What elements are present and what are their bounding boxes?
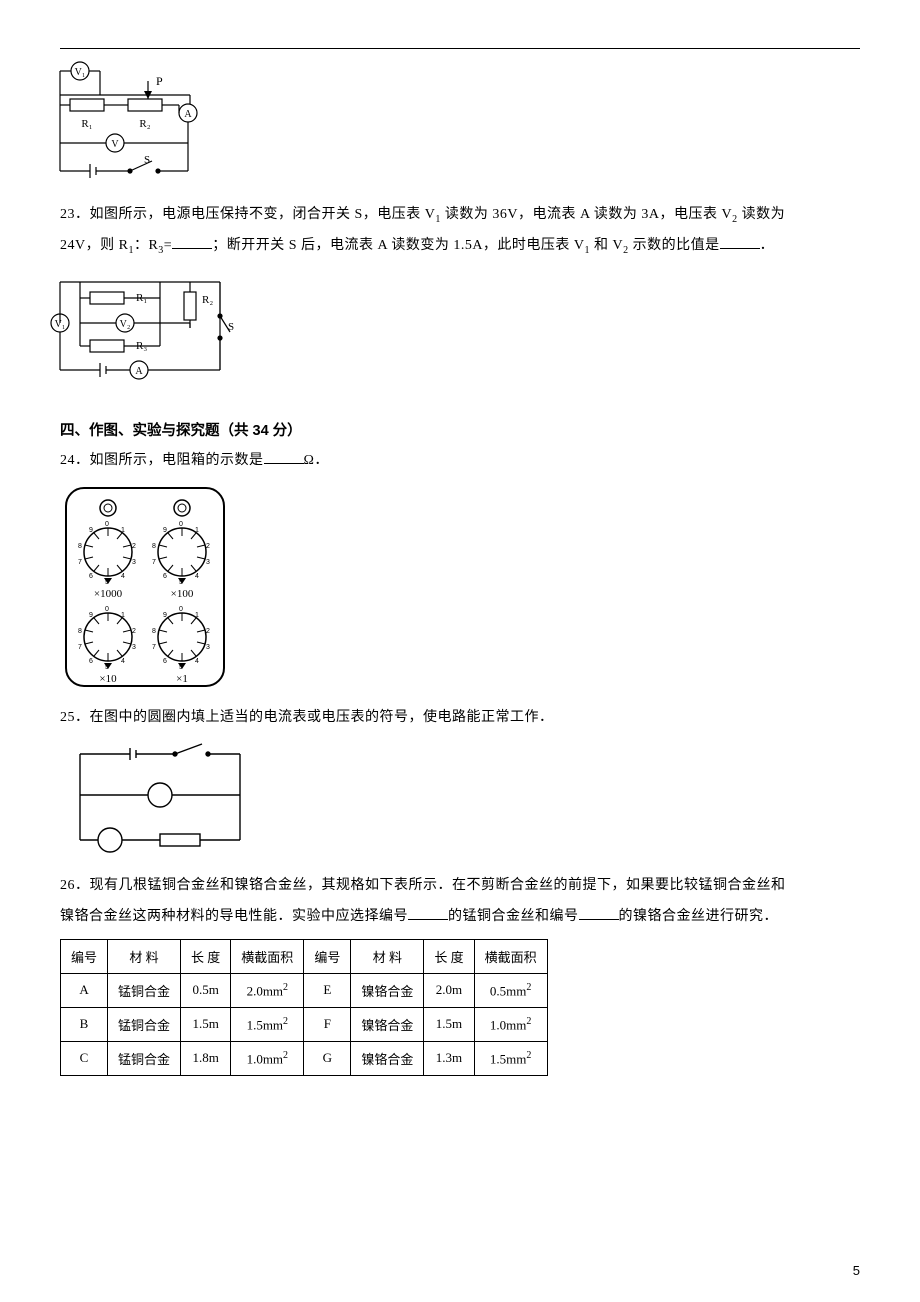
q23-blank1 — [172, 234, 212, 249]
top-rule — [60, 48, 860, 49]
table-row: B锰铜合金1.5m1.5mm2F镍铬合金1.5m1.0mm2 — [61, 1007, 548, 1041]
th-6: 长 度 — [424, 939, 474, 973]
q23-l2a: 24V，则 R — [60, 238, 128, 253]
q25-num: 25． — [60, 710, 90, 725]
q24-num: 24． — [60, 453, 90, 468]
q26-l2b: 的锰铜合金丝和编号 — [448, 909, 579, 924]
q26-l2a: 镍铬合金丝这两种材料的导电性能．实验中应选择编号 — [60, 909, 408, 924]
svg-text:V₁: V₁ — [55, 319, 66, 330]
q23-text: 23．如图所示，电源电压保持不变，闭合开关 S，电压表 V1 读数为 36V，电… — [60, 200, 860, 262]
circuit-22-figure: V₁ R₁ R₂ P — [30, 59, 860, 194]
th-3: 横截面积 — [231, 939, 304, 973]
q23-l2d: ；断开开关 S 后，电流表 A 读数变为 1.5A，此时电压表 V — [212, 238, 584, 253]
svg-text:R₁: R₁ — [81, 118, 92, 130]
table-row: A锰铜合金0.5m2.0mm2E镍铬合金2.0m0.5mm2 — [61, 973, 548, 1007]
table-cell: 1.0mm2 — [231, 1041, 304, 1075]
page-number: 5 — [853, 1263, 860, 1278]
q23-l1c: 读数为 — [738, 207, 786, 222]
q23-blank2 — [720, 234, 760, 249]
svg-text:V₂: V₂ — [120, 319, 131, 330]
table-cell: 1.3m — [424, 1041, 474, 1075]
svg-text:S: S — [228, 321, 234, 333]
q23-l1b: 读数为 36V，电流表 A 读数为 3A，电压表 V — [441, 207, 732, 222]
resistance-box-figure: 0123456789 ×1000 0123456789 ×100 0123456… — [60, 482, 860, 697]
table-cell: 镍铬合金 — [351, 1041, 424, 1075]
q26-num: 26． — [60, 878, 90, 893]
th-0: 编号 — [61, 939, 108, 973]
q23-l1a: 如图所示，电源电压保持不变，闭合开关 S，电压表 V — [90, 207, 436, 222]
svg-text:A: A — [135, 366, 143, 377]
q26-l2c: 的镍铬合金丝进行研究． — [619, 909, 779, 924]
q23-l2c: = — [164, 238, 172, 253]
table-cell: 锰铜合金 — [108, 973, 181, 1007]
table-cell: 0.5mm2 — [474, 973, 547, 1007]
table-cell: 0.5m — [181, 973, 231, 1007]
q23-num: 23． — [60, 207, 90, 222]
table-cell: F — [304, 1007, 351, 1041]
page: V₁ R₁ R₂ P — [0, 0, 920, 1302]
table-cell: 镍铬合金 — [351, 1007, 424, 1041]
table-cell: C — [61, 1041, 108, 1075]
table-cell: G — [304, 1041, 351, 1075]
spec-table-el: 编号 材 料 长 度 横截面积 编号 材 料 长 度 横截面积 A锰铜合金0.5… — [60, 939, 548, 1076]
q25-t: 在图中的圆圈内填上适当的电流表或电压表的符号，使电路能正常工作． — [90, 710, 554, 725]
q24-text: 24．如图所示，电阻箱的示数是 Ω． — [60, 446, 860, 477]
table-cell: A — [61, 973, 108, 1007]
q23-l2b: ：R — [134, 238, 158, 253]
mult-10: ×10 — [99, 673, 117, 685]
svg-text:V₁: V₁ — [75, 67, 86, 78]
circuit-23-figure: R₁ R₂ V₁ V₂ — [30, 268, 860, 393]
table-cell: B — [61, 1007, 108, 1041]
table-cell: 1.5m — [424, 1007, 474, 1041]
svg-text:V: V — [111, 139, 119, 150]
table-cell: E — [304, 973, 351, 1007]
th-5: 材 料 — [351, 939, 424, 973]
table-cell: 1.5mm2 — [231, 1007, 304, 1041]
q24-b: Ω． — [304, 453, 329, 468]
table-cell: 锰铜合金 — [108, 1007, 181, 1041]
q23-l2g: ． — [760, 238, 775, 253]
q26-blank2 — [579, 905, 619, 920]
mult-100: ×100 — [171, 588, 194, 600]
table-body: A锰铜合金0.5m2.0mm2E镍铬合金2.0m0.5mm2B锰铜合金1.5m1… — [61, 973, 548, 1075]
circuit-25-figure — [60, 740, 860, 865]
table-cell: 2.0m — [424, 973, 474, 1007]
svg-text:A: A — [184, 109, 192, 120]
table-cell: 1.5mm2 — [474, 1041, 547, 1075]
mult-1000: ×1000 — [94, 588, 123, 600]
svg-text:P: P — [156, 74, 163, 88]
q25-text: 25．在图中的圆圈内填上适当的电流表或电压表的符号，使电路能正常工作． — [60, 703, 860, 734]
q23-l2f: 示数的比值是 — [629, 238, 720, 253]
th-1: 材 料 — [108, 939, 181, 973]
th-2: 长 度 — [181, 939, 231, 973]
table-header-row: 编号 材 料 长 度 横截面积 编号 材 料 长 度 横截面积 — [61, 939, 548, 973]
table-cell: 1.8m — [181, 1041, 231, 1075]
table-cell: 1.0mm2 — [474, 1007, 547, 1041]
th-7: 横截面积 — [474, 939, 547, 973]
table-row: C锰铜合金1.8m1.0mm2G镍铬合金1.3m1.5mm2 — [61, 1041, 548, 1075]
q23-l2e: 和 V — [590, 238, 623, 253]
mult-1: ×1 — [176, 673, 188, 685]
svg-text:R₂: R₂ — [202, 294, 213, 306]
svg-text:S: S — [144, 154, 150, 166]
table-cell: 1.5m — [181, 1007, 231, 1041]
q26-l1: 现有几根锰铜合金丝和镍铬合金丝，其规格如下表所示．在不剪断合金丝的前提下，如果要… — [90, 878, 786, 893]
table-cell: 锰铜合金 — [108, 1041, 181, 1075]
q24-a: 如图所示，电阻箱的示数是 — [90, 453, 264, 468]
th-4: 编号 — [304, 939, 351, 973]
section-4-title: 四、作图、实验与探究题（共 34 分） — [60, 419, 860, 440]
spec-table: 编号 材 料 长 度 横截面积 编号 材 料 长 度 横截面积 A锰铜合金0.5… — [60, 939, 860, 1076]
svg-text:R₂: R₂ — [139, 118, 150, 130]
q24-blank — [264, 449, 304, 464]
q26-blank1 — [408, 905, 448, 920]
q26-text: 26．现有几根锰铜合金丝和镍铬合金丝，其规格如下表所示．在不剪断合金丝的前提下，… — [60, 871, 860, 933]
table-cell: 2.0mm2 — [231, 973, 304, 1007]
table-cell: 镍铬合金 — [351, 973, 424, 1007]
